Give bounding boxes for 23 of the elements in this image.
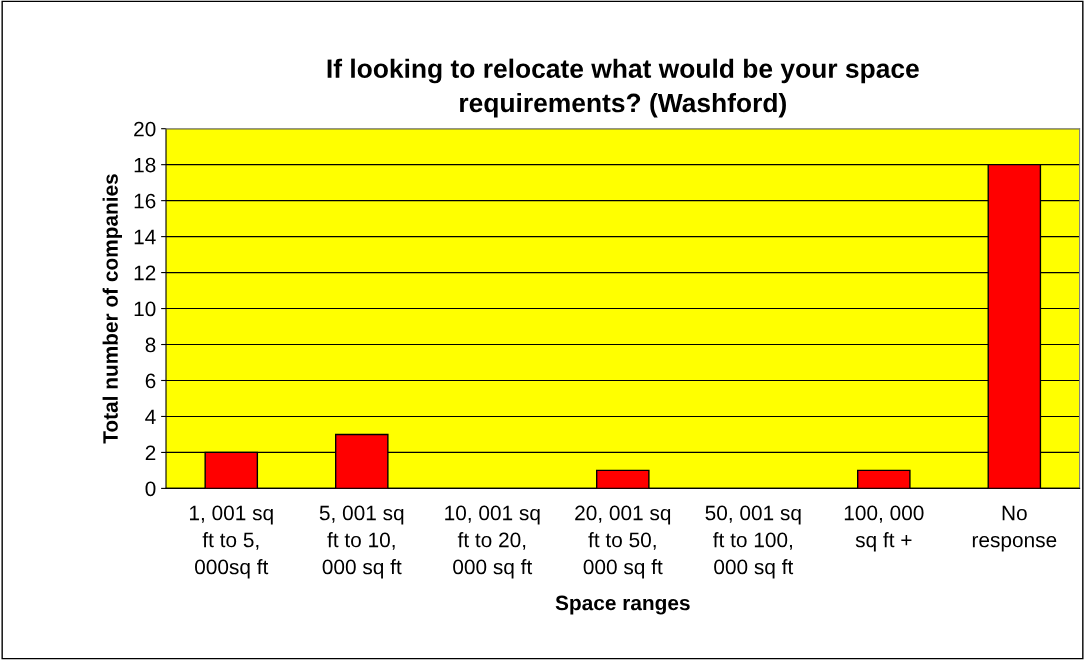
y-tick-label: 16: [134, 193, 156, 209]
y-tick-label: 12: [134, 265, 156, 281]
y-axis-title: Total number of companies: [102, 174, 122, 444]
y-tick-label: 2: [145, 445, 156, 460]
y-tick-label: 4: [145, 409, 156, 425]
bar: [857, 469, 911, 489]
x-tick-label: 50, 001 sq ft to 100, 000 sq ft: [705, 505, 801, 579]
y-tick-label: 6: [145, 373, 156, 389]
y-tick-label: 20: [134, 121, 156, 137]
y-tick-label: 14: [134, 229, 156, 245]
y-tick-label: 18: [134, 157, 156, 173]
x-axis-title: Space ranges: [555, 595, 690, 615]
bar: [595, 469, 650, 489]
x-tick-label: 100, 000 sq ft +: [844, 505, 924, 552]
x-tick-label: 1, 001 sq ft to 5, 000sq ft: [190, 505, 273, 579]
x-tick-label: No response: [972, 505, 1057, 552]
x-tick-label: 10, 001 sq ft to 20, 000 sq ft: [445, 505, 540, 579]
y-tick-label: 8: [145, 337, 156, 353]
x-tick-label: 20, 001 sq ft to 50, 000 sq ft: [575, 505, 671, 579]
y-tick-label: 10: [134, 301, 156, 317]
chart-title: If looking to relocate what would be your space requirements? (Washford): [327, 58, 919, 118]
y-tick-label: 0: [145, 481, 156, 497]
x-tick-label: 5, 001 sq ft to 10, 000 sq ft: [319, 505, 404, 579]
